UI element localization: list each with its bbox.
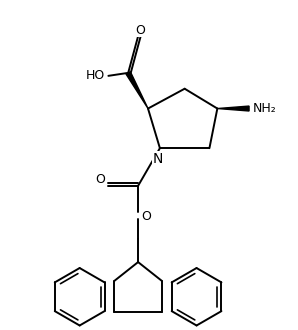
Text: HO: HO xyxy=(86,69,105,82)
Text: O: O xyxy=(135,24,145,37)
Polygon shape xyxy=(126,72,148,109)
Text: NH₂: NH₂ xyxy=(253,102,277,115)
Text: O: O xyxy=(96,173,105,186)
Text: O: O xyxy=(141,210,151,223)
Polygon shape xyxy=(217,106,249,111)
Text: N: N xyxy=(153,152,163,166)
